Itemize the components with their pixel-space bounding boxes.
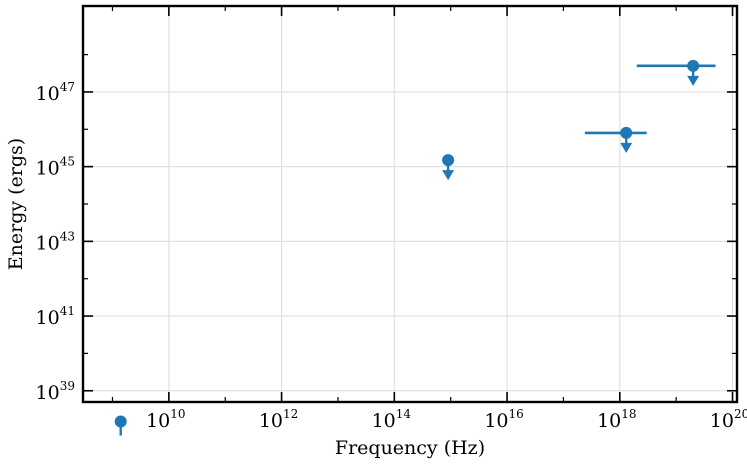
- data-point-3: [584, 126, 647, 153]
- y-tick-label: 1041: [36, 304, 75, 329]
- x-axis-label: Frequency (Hz): [335, 437, 485, 459]
- plot-frame: [81, 4, 739, 404]
- x-tick-label: 1010: [146, 407, 185, 432]
- y-tick-label: 1045: [36, 155, 75, 180]
- y-axis-label: Energy (ergs): [5, 138, 27, 270]
- upper-limit-arrow: [442, 170, 455, 181]
- data-point-1: [114, 415, 127, 436]
- y-tick-label: 1043: [36, 229, 75, 254]
- data-marker: [442, 154, 455, 167]
- y-tick-label: 1047: [36, 80, 75, 105]
- data-marker: [687, 59, 700, 72]
- upper-limit-arrow: [687, 75, 700, 86]
- data-point-2: [442, 154, 455, 181]
- data-marker: [620, 126, 633, 139]
- x-tick-label: 1018: [597, 407, 636, 432]
- upper-limit-arrow: [620, 142, 633, 153]
- x-tick-label: 1014: [372, 407, 412, 432]
- y-tick-label: 1039: [36, 379, 75, 404]
- x-tick-label: 1020: [710, 407, 747, 432]
- data-point-4: [636, 59, 716, 86]
- x-tick-label: 1016: [484, 407, 523, 432]
- tick-labels: 1010 1012 1014 1016 1018 1020 1039 1041 1043 1045…: [36, 80, 747, 432]
- axis-ticks: [83, 6, 737, 402]
- data-marker: [114, 415, 127, 428]
- x-tick-label: 1012: [259, 407, 298, 432]
- data-marks: [114, 59, 716, 436]
